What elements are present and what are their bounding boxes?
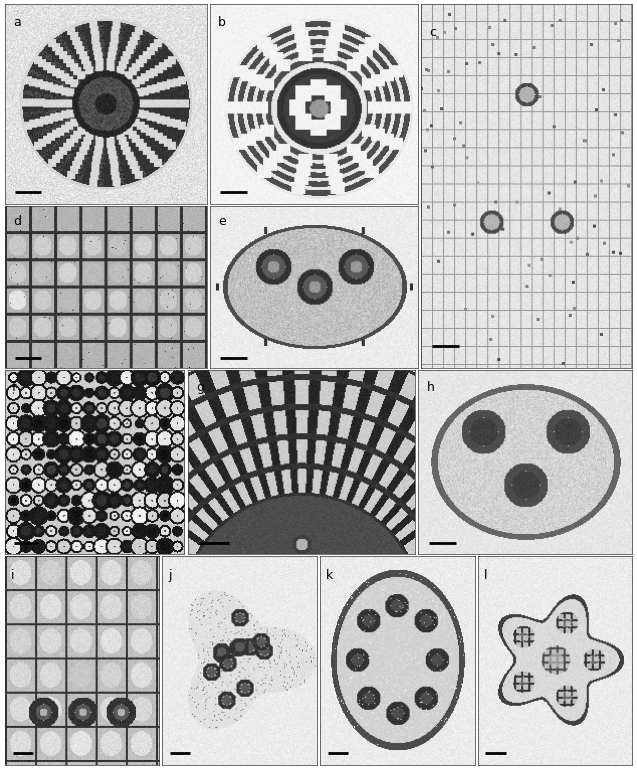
Text: k: k [326, 568, 334, 581]
Text: e: e [218, 215, 225, 228]
Text: h: h [426, 381, 434, 394]
Text: j: j [169, 568, 172, 581]
Text: i: i [11, 568, 15, 581]
Text: f: f [12, 381, 17, 394]
Text: a: a [13, 16, 20, 29]
Text: b: b [218, 16, 226, 29]
Text: d: d [13, 215, 21, 228]
Text: l: l [484, 568, 487, 581]
Text: c: c [429, 25, 436, 39]
Text: g: g [197, 381, 204, 394]
